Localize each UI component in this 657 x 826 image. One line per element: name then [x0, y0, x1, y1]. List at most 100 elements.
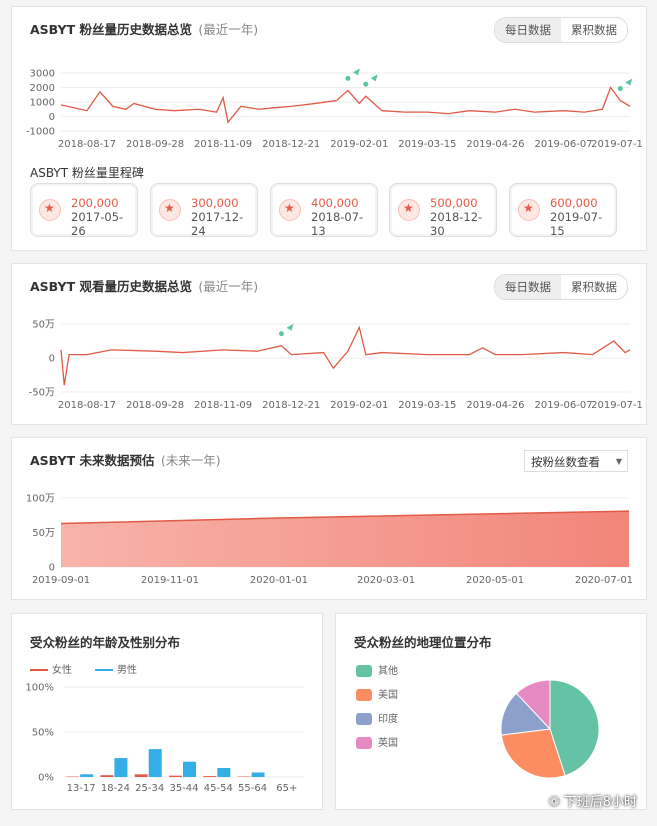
legend-female[interactable]: 女性	[30, 661, 72, 676]
bar-male	[80, 774, 94, 777]
views-data-toggle: 每日数据 累积数据	[494, 274, 628, 300]
y-tick-label: 3000	[30, 69, 55, 80]
y-tick-label: 50万	[32, 528, 55, 539]
x-tick-label: 2018-08-17	[58, 139, 116, 150]
y-tick-label: 100%	[25, 683, 54, 694]
forecast-card: ASBYT 未来数据预估 (未来一年) 按粉丝数查看 ▼ 100万 50万 0 2019…	[11, 437, 647, 600]
milestone-date: 2018-07-13	[311, 210, 364, 238]
age-gender-card: 受众粉丝的年龄及性别分布 女性 男性 100% 50% 0% 13-17 18-24 25…	[11, 613, 323, 810]
milestone-date: 2018-12-30	[430, 210, 483, 238]
views-daily-tab[interactable]: 每日数据	[495, 275, 561, 299]
pie-slice	[500, 728, 566, 779]
trophy-icon	[39, 199, 61, 221]
trophy-icon	[279, 199, 301, 221]
y-tick-label: -50万	[29, 388, 55, 399]
forecast-line	[60, 510, 630, 525]
wechat-icon: ❁	[548, 795, 564, 810]
milestone-value: 500,000	[430, 196, 478, 210]
geo-card: 受众粉丝的地理位置分布 其他 美国 印度 英国	[335, 613, 647, 810]
milestone-value: 300,000	[191, 196, 239, 210]
y-tick-label: 0%	[38, 773, 54, 784]
legend-male-label: 男性	[117, 665, 137, 676]
legend-india[interactable]: 印度	[356, 710, 398, 725]
milestone-value: 600,000	[550, 196, 598, 210]
uk-swatch	[356, 737, 372, 749]
legend-uk-label: 英国	[378, 738, 398, 749]
legend-uk[interactable]: 英国	[356, 734, 398, 749]
fans-data-toggle: 每日数据 累积数据	[494, 17, 628, 43]
y-tick-label: 50万	[32, 320, 55, 331]
y-tick-label: 0	[49, 354, 55, 365]
milestone-card: 300,000 2017-12-24	[150, 183, 258, 238]
india-swatch	[356, 713, 372, 725]
pie-slice	[549, 679, 600, 777]
bar-male	[114, 758, 128, 777]
trophy-icon	[159, 199, 181, 221]
chevron-down-icon: ▼	[615, 457, 622, 466]
geo-card-title: 受众粉丝的地理位置分布	[354, 635, 492, 650]
x-tick-label: 2019-02-01	[330, 139, 388, 150]
legend-india-label: 印度	[378, 714, 398, 725]
milestone-date: 2017-12-24	[191, 210, 244, 238]
milestone-value: 400,000	[311, 196, 359, 210]
y-tick-label: 1000	[30, 98, 55, 109]
age-gender-bar-chart: 100% 50% 0% 13-17 18-24 25-34 35-44 45-54 55-64 6…	[25, 683, 304, 794]
event-arrow-icon	[370, 74, 378, 82]
event-marker	[345, 75, 351, 81]
bar-male	[217, 768, 231, 777]
views-cumulative-tab[interactable]: 累积数据	[571, 280, 617, 294]
fans-card-title: ASBYT 粉丝量历史数据总览 (最近一年)	[30, 22, 259, 37]
milestone-card: 600,000 2019-07-15	[509, 183, 617, 238]
x-tick-label: 2018-09-28	[126, 400, 184, 411]
x-tick-label: 18-24	[101, 783, 130, 794]
pie-slice	[515, 679, 551, 731]
x-tick-label: 2019-09-01	[32, 575, 90, 586]
watermark: ❁ 下班后8小时	[549, 791, 637, 810]
x-tick-label: 2020-07-01	[575, 575, 633, 586]
fans-history-card: ASBYT 粉丝量历史数据总览 (最近一年) 每日数据 累积数据 3000 200…	[11, 6, 647, 251]
x-tick-label: 2019-11-01	[141, 575, 199, 586]
female-swatch	[30, 669, 48, 671]
y-tick-label: -1000	[26, 127, 55, 138]
views-card-title: ASBYT 观看量历史数据总览 (最近一年)	[30, 279, 259, 294]
forecast-card-title: ASBYT 未来数据预估 (未来一年)	[30, 453, 221, 468]
event-arrow-icon	[625, 78, 633, 86]
x-tick-label: 2020-01-01	[250, 575, 308, 586]
x-tick-label: 2020-05-01	[466, 575, 524, 586]
x-tick-label: 2019-07-1	[591, 400, 643, 411]
legend-male[interactable]: 男性	[95, 661, 137, 676]
x-tick-label: 35-44	[169, 783, 198, 794]
x-tick-label: 2019-04-26	[466, 400, 524, 411]
milestone-card: 500,000 2018-12-30	[389, 183, 497, 238]
forecast-mode-dropdown[interactable]: 按粉丝数查看 ▼	[524, 450, 628, 472]
bar-female	[169, 775, 182, 777]
bar-male	[183, 761, 196, 777]
views-card-subtitle: (最近一年)	[198, 279, 259, 294]
series-line	[60, 325, 631, 386]
fans-daily-tab[interactable]: 每日数据	[495, 18, 561, 42]
y-tick-label: 100万	[26, 494, 55, 505]
milestone-value: 200,000	[71, 196, 119, 210]
us-swatch	[356, 689, 372, 701]
event-marker	[363, 81, 369, 87]
x-tick-label: 25-34	[135, 783, 164, 794]
x-tick-label: 2020-03-01	[357, 575, 415, 586]
x-tick-label: 55-64	[238, 783, 267, 794]
legend-us[interactable]: 美国	[356, 686, 398, 701]
bar-male	[251, 772, 265, 777]
age-card-title: 受众粉丝的年龄及性别分布	[30, 635, 181, 650]
legend-female-label: 女性	[52, 665, 72, 676]
y-tick-label: 2000	[30, 83, 55, 94]
other-swatch	[356, 665, 372, 677]
fans-cumulative-tab[interactable]: 累积数据	[571, 23, 617, 37]
legend-other[interactable]: 其他	[356, 662, 398, 677]
geo-pie-chart	[500, 679, 600, 779]
trophy-icon	[398, 199, 420, 221]
x-tick-label: 45-54	[204, 783, 233, 794]
x-tick-label: 2019-03-15	[398, 139, 456, 150]
forecast-mode-label: 按粉丝数查看	[531, 455, 600, 469]
bar-female	[203, 776, 217, 777]
event-marker	[617, 86, 623, 92]
